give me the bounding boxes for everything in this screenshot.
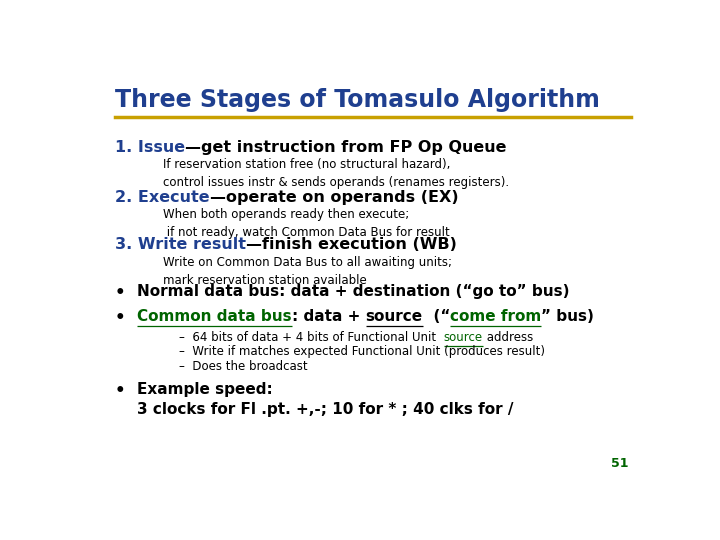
Text: –  Write if matches expected Functional Unit (produces result): – Write if matches expected Functional U… [179,346,545,359]
Text: Write on Common Data Bus to all awaiting units;
mark reservation station availab: Write on Common Data Bus to all awaiting… [163,255,451,287]
Text: •: • [115,382,126,400]
Text: come from: come from [450,309,541,324]
Text: 2. Execute: 2. Execute [115,190,210,205]
Text: •: • [115,285,126,302]
Text: source: source [444,331,483,344]
Text: 51: 51 [611,457,629,470]
Text: : data +: : data + [292,309,366,324]
Text: When both operands ready then execute;
 if not ready, watch Common Data Bus for : When both operands ready then execute; i… [163,208,449,239]
Text: 3. Write result: 3. Write result [115,238,246,252]
Text: —operate on operands (EX): —operate on operands (EX) [210,190,459,205]
Text: Normal data bus: data + destination (“go to” bus): Normal data bus: data + destination (“go… [138,285,570,299]
Text: address: address [483,331,534,344]
Text: –  64 bits of data + 4 bits of Functional Unit: – 64 bits of data + 4 bits of Functional… [179,331,444,344]
Text: 1. Issue: 1. Issue [115,140,185,154]
Text: —get instruction from FP Op Queue: —get instruction from FP Op Queue [185,140,507,154]
Text: Example speed:
3 clocks for Fl .pt. +,-; 10 for * ; 40 clks for /: Example speed: 3 clocks for Fl .pt. +,-;… [138,382,514,417]
Text: (“: (“ [423,309,450,324]
Text: •: • [115,309,126,327]
Text: –  Does the broadcast: – Does the broadcast [179,360,308,373]
Text: If reservation station free (no structural hazard),
control issues instr & sends: If reservation station free (no structur… [163,158,508,190]
Text: Common data bus: Common data bus [138,309,292,324]
Text: —finish execution (WB): —finish execution (WB) [246,238,457,252]
Text: ” bus): ” bus) [541,309,594,324]
Text: source: source [366,309,423,324]
Text: Three Stages of Tomasulo Algorithm: Three Stages of Tomasulo Algorithm [115,87,600,112]
